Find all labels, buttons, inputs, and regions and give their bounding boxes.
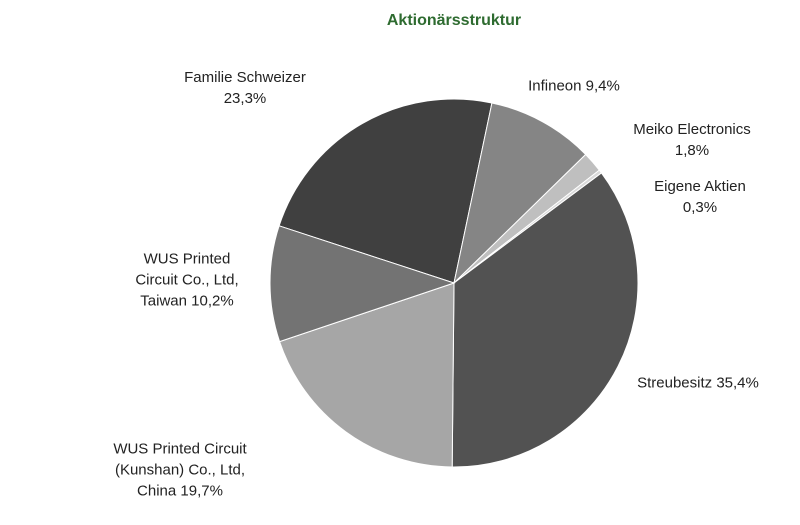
value-label: 23,3% <box>223 90 267 107</box>
slice-label: Meiko Electronics 1,8% <box>617 119 767 161</box>
pie-slice <box>453 102 587 285</box>
slice-label: Eigene Aktien 0,3% <box>635 176 765 218</box>
pie-slice <box>451 172 639 468</box>
value-label: 19,7% <box>180 482 223 500</box>
category-label: Infineon <box>528 77 582 95</box>
value-label: 35,4% <box>716 374 759 392</box>
category-label: Streubesitz <box>637 374 713 392</box>
value-label: 9,4% <box>585 77 620 95</box>
slice-label: Familie Schweizer 23,3% <box>175 67 315 109</box>
slice-label: Infineon 9,4% <box>494 76 654 97</box>
value-label: 1,8% <box>674 142 710 159</box>
value-label: 10,2% <box>191 292 234 310</box>
pie-slice <box>269 225 456 343</box>
slice-label: Streubesitz 35,4% <box>613 373 783 394</box>
slice-label: WUS Printed Circuit Co., Ltd, Taiwan 10,… <box>122 249 252 312</box>
slice-label: WUS Printed Circuit (Kunshan) Co., Ltd, … <box>113 439 248 502</box>
category-label: Meiko Electronics <box>633 121 751 138</box>
value-label: 0,3% <box>682 199 718 216</box>
category-label: WUS Printed Circuit Co., Ltd, Taiwan <box>135 250 239 310</box>
category-label: Eigene Aktien <box>654 178 746 195</box>
category-label: Familie Schweizer <box>184 69 306 86</box>
pie-slice <box>278 98 493 284</box>
category-label: WUS Printed Circuit (Kunshan) Co., Ltd, … <box>113 440 247 500</box>
pie-slice <box>278 282 455 468</box>
chart-title: Aktionärsstruktur <box>386 12 522 29</box>
